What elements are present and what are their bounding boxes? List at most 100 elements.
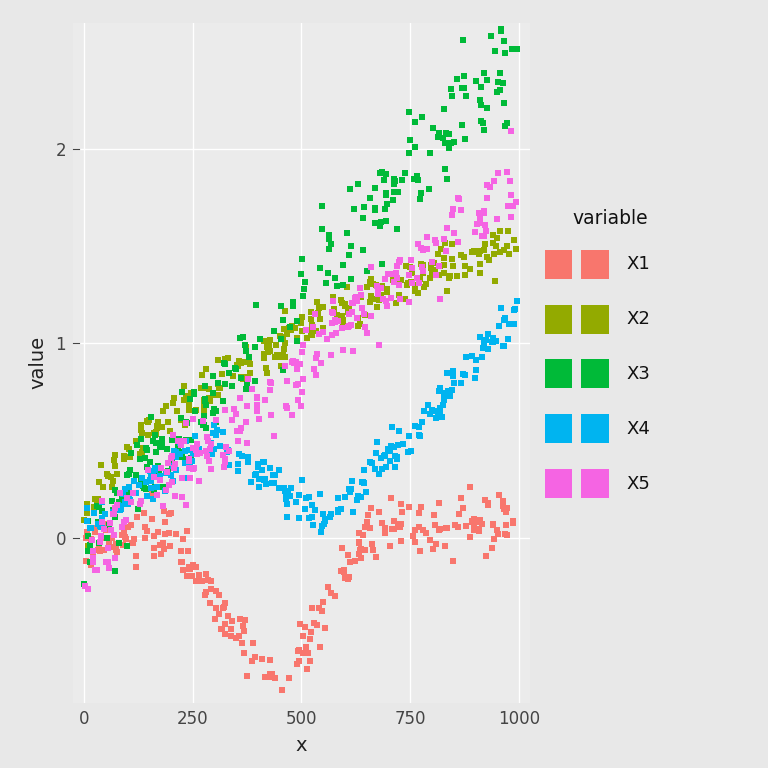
Point [263,671,276,684]
Point [174,449,187,461]
Point [179,445,191,457]
Point [316,520,328,532]
Point [167,392,180,404]
Point [281,511,293,523]
Point [232,465,244,477]
Point [406,261,419,273]
Point [170,405,183,417]
Point [485,542,498,554]
Point [122,521,134,534]
Point [240,378,253,390]
Point [223,367,236,379]
Point [460,350,472,362]
Point [338,564,350,577]
Point [289,322,301,334]
Point [416,111,429,123]
Point [325,587,337,599]
Point [386,292,398,304]
Point [233,392,246,404]
Point [285,482,297,494]
Point [305,626,317,638]
Point [382,268,395,280]
Point [376,462,388,475]
Point [391,453,403,465]
Point [122,468,134,480]
Point [457,34,469,46]
Point [239,371,251,383]
Point [413,273,425,285]
Point [296,647,309,659]
Point [217,449,229,462]
Point [187,388,200,400]
Point [360,516,372,528]
Point [357,212,369,224]
Point [157,405,169,417]
Point [434,382,446,394]
Point [121,441,133,453]
Point [453,508,465,520]
Point [179,419,191,431]
Point [103,519,115,531]
Point [424,408,436,420]
Point [507,200,519,212]
Point [151,489,163,502]
Point [141,525,153,537]
Point [286,409,298,421]
Point [455,376,468,389]
Point [468,524,481,536]
Point [156,437,168,449]
Point [230,362,242,375]
Point [499,312,511,324]
Point [249,468,261,481]
Point [415,187,428,199]
Point [504,175,516,187]
Point [373,468,386,480]
Point [154,538,166,551]
Point [312,307,324,319]
Point [343,320,356,333]
Point [446,366,458,378]
Point [311,619,323,631]
Point [477,342,489,354]
Point [471,218,483,230]
Point [84,521,97,534]
Point [136,446,148,458]
Point [174,437,187,449]
Point [355,551,367,564]
Point [324,511,336,523]
Point [458,260,471,272]
Point [293,488,306,501]
Point [208,419,220,431]
Point [388,178,400,190]
Point [392,186,404,198]
Point [326,306,338,319]
Point [290,356,302,369]
Point [118,516,131,528]
Point [339,572,352,584]
Point [222,444,234,456]
Point [392,288,405,300]
Point [108,529,121,541]
Point [140,476,152,488]
Point [137,478,149,491]
FancyBboxPatch shape [581,414,609,443]
Point [480,551,492,563]
Point [133,478,145,491]
Point [439,237,452,249]
Point [397,438,409,450]
Point [139,452,151,465]
Point [478,207,490,219]
Point [251,405,263,417]
Point [428,509,440,521]
Point [164,539,177,551]
Point [400,260,412,272]
Point [210,601,223,614]
Point [287,354,300,366]
Point [439,244,452,257]
Point [497,77,509,89]
Point [241,400,253,412]
Point [329,327,342,339]
Point [294,618,306,631]
Point [207,370,220,382]
Point [385,440,397,452]
